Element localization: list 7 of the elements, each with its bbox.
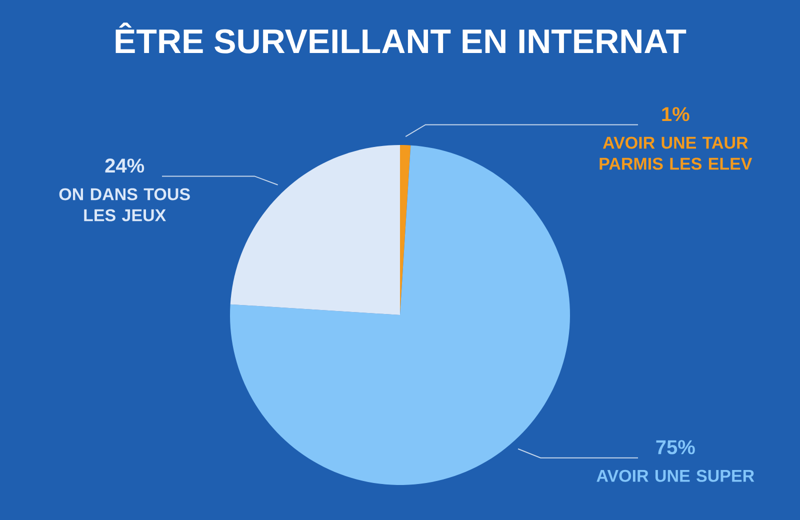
slice-label: AVOIR UNE TAUR PARMIS LES ELEV (600, 136, 752, 170)
data-label: 1% (662, 107, 690, 122)
chart-title: ÊTRE SURVEILLANT EN INTERNAT (116, 22, 686, 54)
data-label: 75% (656, 440, 695, 454)
slice-label: ON DANS TOUS LES JEUX (59, 188, 190, 222)
slice-label: AVOIR UNE SUPER (596, 470, 754, 482)
data-label: 24% (105, 158, 144, 173)
